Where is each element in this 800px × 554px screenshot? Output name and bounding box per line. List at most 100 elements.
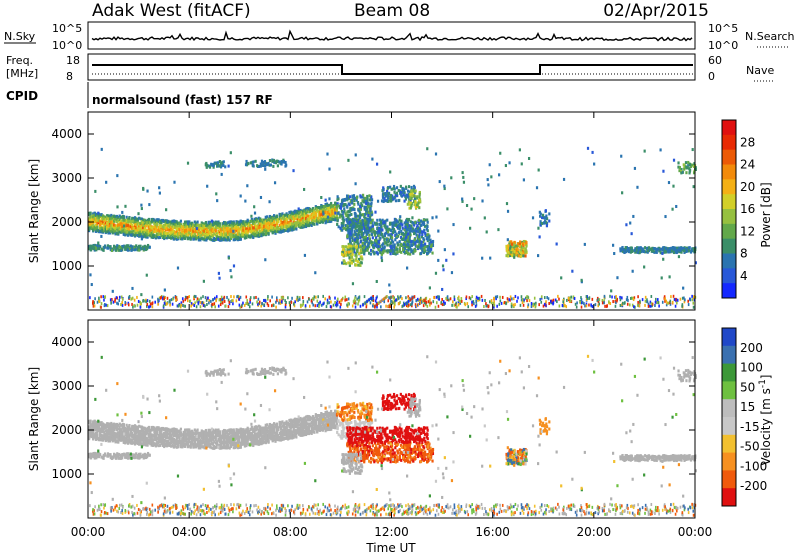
power-echo-cell	[242, 220, 245, 224]
power-echo-cell	[104, 215, 107, 219]
power-echo-cell	[268, 159, 272, 163]
power-echo-cell	[352, 207, 355, 211]
power-ground-noise	[495, 297, 497, 301]
power-echo-cell	[263, 224, 266, 228]
power-echo-cell	[145, 247, 148, 251]
power-echo-cell	[203, 237, 206, 241]
power-echo-cell	[356, 200, 360, 204]
power-echo-cell	[689, 250, 693, 254]
power-echo-cell	[253, 226, 256, 230]
power-ground-noise	[540, 300, 543, 304]
power-echo-cell	[90, 221, 93, 225]
power-echo-cell	[352, 218, 355, 222]
power-echo-cell	[104, 228, 107, 232]
power-echo-cell	[401, 237, 405, 241]
power-echo-cell	[153, 221, 156, 225]
power-echo-cell	[121, 223, 124, 227]
power-echo-cell	[423, 248, 426, 252]
power-echo-cell	[378, 249, 382, 253]
power-echo-cell	[411, 191, 414, 195]
power-echo-cell	[132, 229, 135, 233]
power-echo-cell	[325, 217, 329, 221]
power-echo-cell	[653, 246, 656, 250]
power-echo-cell	[175, 230, 178, 234]
power-echo-cell	[360, 226, 363, 230]
power-echo-cell	[119, 226, 123, 230]
power-echo-cell	[227, 224, 230, 228]
power-echo-cell	[305, 211, 308, 215]
power-echo-cell	[263, 232, 266, 236]
power-echo-cell	[350, 261, 353, 265]
power-echo-cell	[409, 245, 412, 249]
power-echo-cell	[177, 221, 180, 225]
power-echo-cell	[104, 230, 107, 234]
power-ground-noise	[118, 295, 121, 299]
power-echo-cell	[384, 199, 387, 203]
power-echo-cell	[225, 227, 228, 231]
power-echo-cell	[398, 231, 401, 235]
power-echo-cell	[309, 209, 312, 213]
power-echo-cell	[332, 218, 336, 222]
power-echo-cell	[131, 226, 134, 230]
power-echo-cell	[117, 231, 120, 235]
power-echo-cell	[513, 253, 516, 257]
power-echo-cell	[643, 250, 647, 254]
power-echo-cell	[264, 230, 267, 234]
power-echo-cell	[361, 227, 364, 231]
power-ground-noise	[393, 305, 395, 309]
power-echo-cell	[389, 221, 392, 225]
power-echo-cell	[257, 220, 260, 224]
power-echo-cell	[174, 225, 177, 229]
power-echo-cell	[160, 225, 163, 229]
power-ground-noise	[530, 305, 533, 309]
power-echo-cell	[300, 222, 304, 226]
power-ground-noise	[293, 304, 296, 308]
power-echo-cell	[228, 238, 231, 242]
power-echo-cell	[189, 236, 192, 240]
power-echo-cell	[627, 247, 630, 251]
power-echo-cell	[347, 242, 350, 246]
power-echo-cell	[126, 224, 130, 228]
power-ground-noise	[665, 303, 668, 307]
power-echo-cell	[423, 228, 426, 232]
power-echo-cell	[101, 227, 105, 231]
power-echo-cell	[229, 232, 233, 236]
power-echo-cell	[518, 242, 521, 246]
power-echo-cell	[279, 225, 283, 229]
power-echo-cell	[391, 194, 394, 198]
power-echo-cell	[138, 246, 141, 250]
power-echo-cell	[110, 224, 113, 228]
power-ground-noise	[397, 295, 399, 299]
power-echo-cell	[121, 229, 124, 233]
power-echo-cell	[209, 234, 212, 238]
power-echo-cell	[177, 231, 180, 235]
power-ground-noise	[508, 298, 511, 302]
power-echo-cell	[259, 164, 262, 168]
power-echo-cell	[325, 210, 329, 214]
power-ground-noise	[201, 301, 204, 305]
power-ground-noise	[397, 302, 400, 306]
power-ground-noise	[232, 299, 234, 303]
power-echo-cell	[347, 209, 350, 213]
power-echo-cell	[196, 233, 199, 237]
power-echo-cell	[390, 229, 393, 233]
power-echo-cell	[202, 237, 205, 241]
power-echo-cell	[419, 229, 422, 233]
power-echo-cell	[224, 225, 227, 229]
power-ground-noise	[170, 298, 173, 302]
power-echo-cell	[254, 224, 258, 228]
power-echo-cell	[363, 207, 366, 211]
power-echo-cell	[179, 231, 183, 235]
power-echo-cell	[103, 218, 106, 222]
power-echo-cell	[327, 204, 330, 208]
power-echo-cell	[431, 239, 435, 243]
power-ground-noise	[399, 295, 402, 299]
power-echo-cell	[139, 224, 142, 228]
power-echo-cell	[291, 228, 294, 232]
power-ground-noise	[158, 296, 161, 300]
power-echo-cell	[284, 223, 287, 227]
power-echo-cell	[634, 250, 637, 254]
power-echo-cell	[122, 222, 125, 226]
power-ground-noise	[630, 296, 632, 300]
power-ground-noise	[469, 297, 472, 301]
